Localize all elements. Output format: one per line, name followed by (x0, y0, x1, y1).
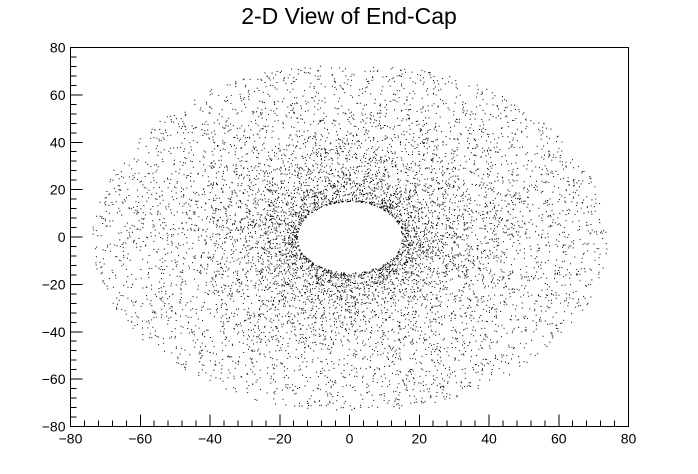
y-tick-label: 20 (50, 182, 66, 198)
x-tick-label: −60 (128, 431, 152, 447)
y-tick-label: −40 (42, 324, 66, 340)
chart-title: 2-D View of End-Cap (241, 3, 457, 29)
x-tick-label: 0 (346, 431, 354, 447)
x-tick-label: 80 (621, 431, 637, 447)
y-tick-label: −60 (42, 371, 66, 387)
y-tick-label: −80 (42, 419, 66, 435)
x-tick-label: −80 (59, 431, 83, 447)
x-tick-label: 40 (481, 431, 497, 447)
axes: −80 −60 −40 −20 0 20 40 60 80 −80 −60 −40 −20 0 20 40 60… (42, 40, 637, 447)
y-tick-label: 0 (58, 229, 66, 245)
y-tick-label: 80 (50, 40, 66, 56)
x-tick-label: −40 (198, 431, 222, 447)
y-tick-label: −20 (42, 276, 66, 292)
x-tick-label: −20 (268, 431, 292, 447)
x-tick-label: 60 (551, 431, 567, 447)
y-tick-label: 40 (50, 134, 66, 150)
y-tick-label: 60 (50, 87, 66, 103)
x-tick-label: 20 (411, 431, 427, 447)
